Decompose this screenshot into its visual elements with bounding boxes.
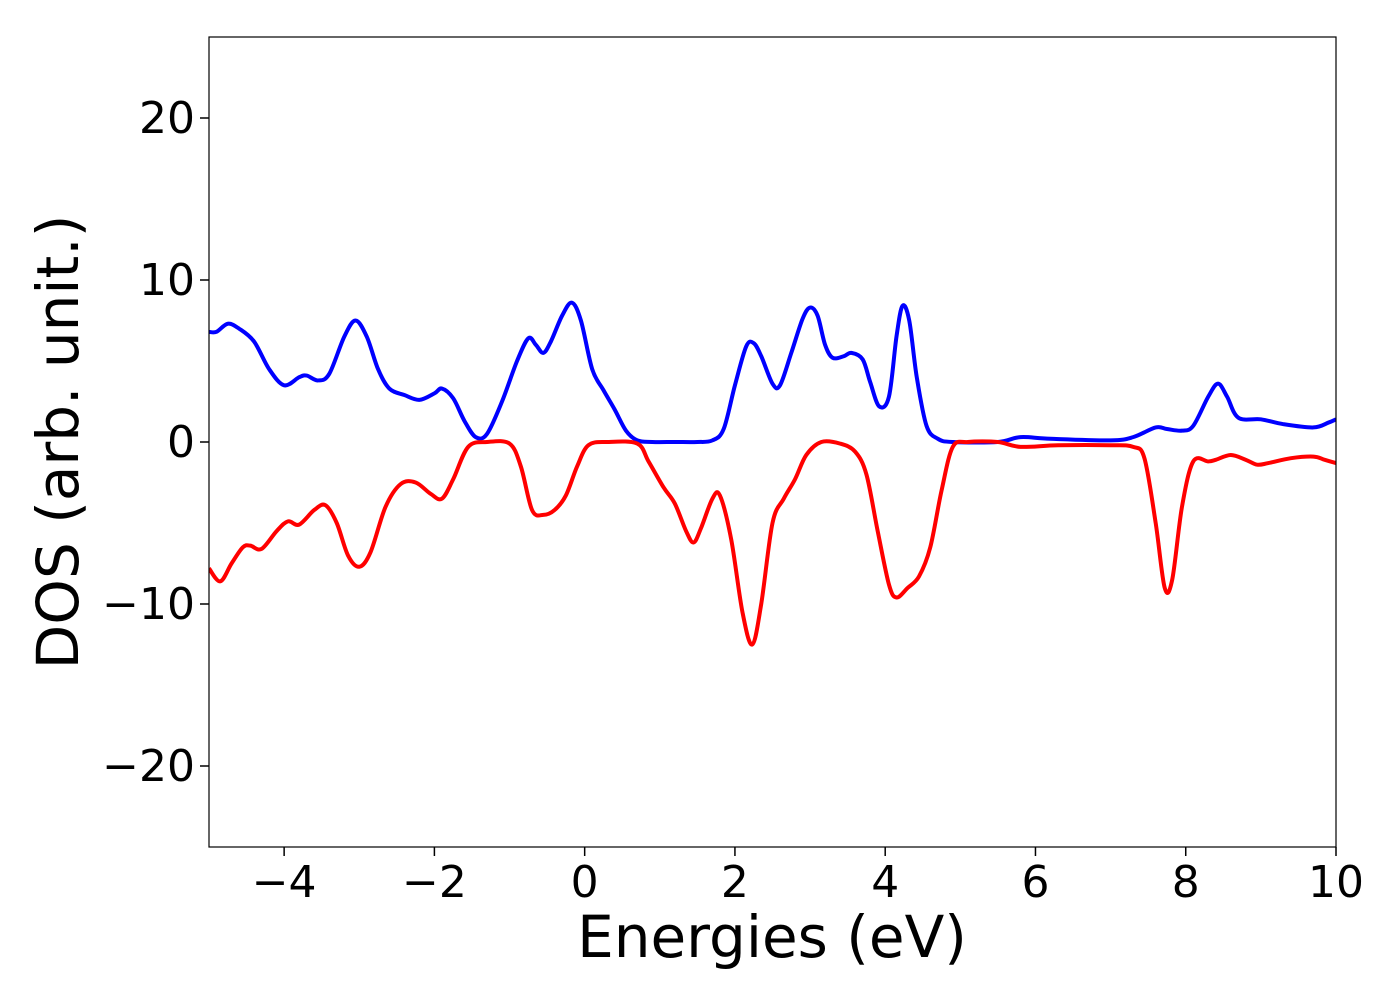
y-tick-label: 10 [139,255,195,306]
y-tick-label: 20 [139,93,195,144]
plot-background [209,37,1336,847]
x-tick-label: 10 [1308,857,1364,908]
x-tick-label: 2 [721,857,749,908]
y-tick-label: 0 [167,417,195,468]
y-tick-label: −20 [102,741,195,792]
x-tick-label: 0 [571,857,599,908]
y-axis-label: DOS (arb. unit.) [24,215,92,670]
x-tick-label: 4 [871,857,899,908]
dos-series-line-2 [209,439,1336,647]
y-tick-label: −10 [102,579,195,630]
x-tick-label: 8 [1172,857,1200,908]
x-tick-label: −2 [402,857,467,908]
x-tick-label: 6 [1021,857,1049,908]
dos-series-line-1 [209,300,1336,445]
x-tick-label: −4 [252,857,317,908]
x-axis-label: Energies (eV) [577,903,967,971]
